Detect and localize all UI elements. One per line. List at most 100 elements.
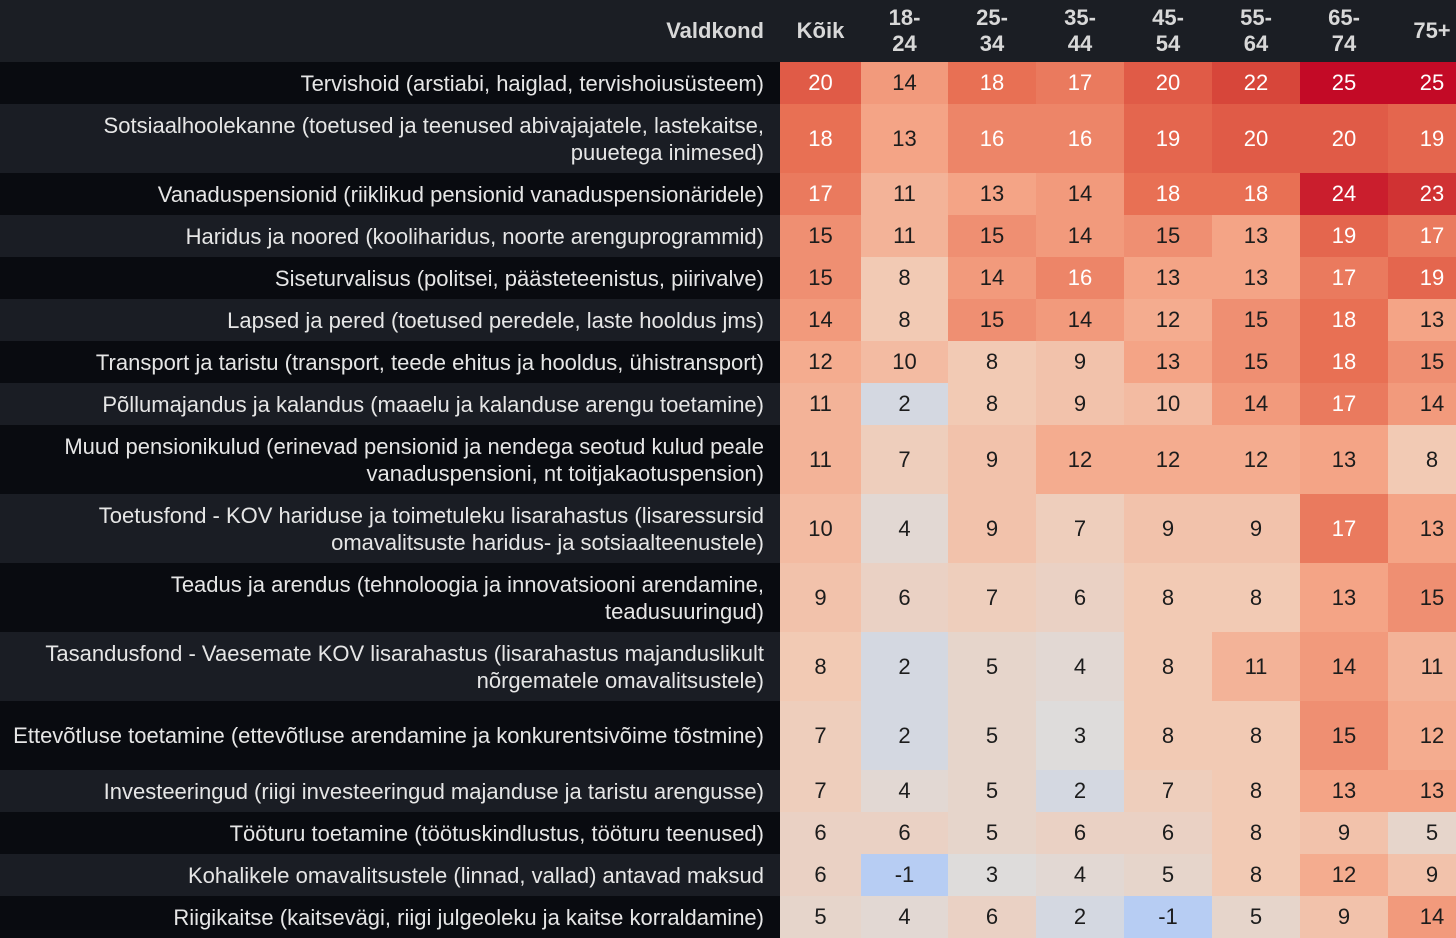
heatmap-cell: 6	[780, 812, 861, 854]
heatmap-cell: 9	[780, 563, 861, 632]
heatmap-cell: -1	[1124, 896, 1212, 938]
heatmap-cell: 6	[861, 812, 948, 854]
heatmap-cell: 6	[1124, 812, 1212, 854]
row-label: Põllumajandus ja kalandus (maaelu ja kal…	[0, 383, 780, 425]
heatmap-cell: 16	[1036, 104, 1124, 173]
row-label: Lapsed ja pered (toetused peredele, last…	[0, 299, 780, 341]
heatmap-cell: 19	[1388, 257, 1456, 299]
column-header: 45- 54	[1124, 0, 1212, 62]
heatmap-cell: 19	[1124, 104, 1212, 173]
heatmap-cell: 15	[1388, 341, 1456, 383]
heatmap-cell: 11	[861, 215, 948, 257]
heatmap-cell: 13	[1388, 494, 1456, 563]
heatmap-cell: 15	[1124, 215, 1212, 257]
heatmap-cell: 13	[1300, 425, 1388, 494]
heatmap-cell: 9	[1036, 341, 1124, 383]
heatmap-cell: 13	[1388, 299, 1456, 341]
heatmap-cell: 13	[1300, 770, 1388, 812]
heatmap-cell: 8	[1212, 770, 1300, 812]
heatmap-cell: 8	[1124, 632, 1212, 701]
heatmap-cell: 14	[1212, 383, 1300, 425]
heatmap-cell: 14	[1300, 632, 1388, 701]
heatmap-cell: 8	[861, 299, 948, 341]
heatmap-cell: 20	[780, 62, 861, 104]
heatmap-cell: 23	[1388, 173, 1456, 215]
heatmap-cell: 8	[948, 383, 1036, 425]
heatmap-cell: -1	[861, 854, 948, 896]
column-header: 18- 24	[861, 0, 948, 62]
heatmap-cell: 9	[1388, 854, 1456, 896]
heatmap-cell: 9	[948, 494, 1036, 563]
heatmap-cell: 14	[1036, 299, 1124, 341]
heatmap-cell: 6	[1036, 563, 1124, 632]
heatmap-cell: 25	[1388, 62, 1456, 104]
heatmap-cell: 12	[1124, 425, 1212, 494]
row-label: Kohalikele omavalitsustele (linnad, vall…	[0, 854, 780, 896]
heatmap-cell: 20	[1300, 104, 1388, 173]
heatmap-cell: 15	[780, 215, 861, 257]
heatmap-cell: 2	[1036, 896, 1124, 938]
heatmap-cell: 12	[1300, 854, 1388, 896]
heatmap-cell: 2	[861, 632, 948, 701]
heatmap-cell: 6	[1036, 812, 1124, 854]
heatmap-cell: 24	[1300, 173, 1388, 215]
heatmap-cell: 8	[780, 632, 861, 701]
column-header: Kõik	[780, 0, 861, 62]
heatmap-cell: 17	[1388, 215, 1456, 257]
heatmap-cell: 18	[948, 62, 1036, 104]
heatmap-cell: 12	[1212, 425, 1300, 494]
row-label: Investeeringud (riigi investeeringud maj…	[0, 770, 780, 812]
heatmap-cell: 5	[948, 632, 1036, 701]
heatmap-cell: 9	[1124, 494, 1212, 563]
row-header-label: Valdkond	[0, 0, 780, 62]
heatmap-cell: 13	[1212, 215, 1300, 257]
heatmap-cell: 15	[780, 257, 861, 299]
heatmap-cell: 7	[1036, 494, 1124, 563]
heatmap-cell: 12	[1036, 425, 1124, 494]
heatmap-cell: 15	[1212, 341, 1300, 383]
heatmap-cell: 16	[948, 104, 1036, 173]
heatmap-cell: 7	[1124, 770, 1212, 812]
heatmap-cell: 4	[861, 770, 948, 812]
heatmap-cell: 17	[1036, 62, 1124, 104]
heatmap-cell: 13	[1300, 563, 1388, 632]
heatmap-cell: 16	[1036, 257, 1124, 299]
heatmap-cell: 11	[780, 425, 861, 494]
heatmap-cell: 15	[948, 299, 1036, 341]
heatmap-cell: 17	[1300, 494, 1388, 563]
heatmap-cell: 11	[1388, 632, 1456, 701]
row-label: Muud pensionikulud (erinevad pensionid j…	[0, 425, 780, 494]
heatmap-cell: 6	[861, 563, 948, 632]
heatmap-cell: 13	[1124, 341, 1212, 383]
heatmap-cell: 6	[948, 896, 1036, 938]
heatmap-cell: 7	[861, 425, 948, 494]
heatmap-cell: 2	[861, 383, 948, 425]
column-header: 65- 74	[1300, 0, 1388, 62]
heatmap-cell: 4	[861, 896, 948, 938]
heatmap-cell: 10	[861, 341, 948, 383]
column-header: 35- 44	[1036, 0, 1124, 62]
heatmap-cell: 8	[1124, 701, 1212, 770]
heatmap-cell: 8	[1212, 701, 1300, 770]
heatmap-cell: 19	[1300, 215, 1388, 257]
heatmap-cell: 15	[1300, 701, 1388, 770]
heatmap-cell: 4	[1036, 632, 1124, 701]
heatmap-cell: 8	[1212, 812, 1300, 854]
row-label: Transport ja taristu (transport, teede e…	[0, 341, 780, 383]
heatmap-cell: 9	[1036, 383, 1124, 425]
heatmap-cell: 15	[948, 215, 1036, 257]
heatmap-cell: 5	[1388, 812, 1456, 854]
heatmap-cell: 13	[948, 173, 1036, 215]
row-label: Riigikaitse (kaitsevägi, riigi julgeolek…	[0, 896, 780, 938]
heatmap-cell: 22	[1212, 62, 1300, 104]
heatmap-cell: 4	[1036, 854, 1124, 896]
heatmap-cell: 8	[1124, 563, 1212, 632]
heatmap-cell: 10	[1124, 383, 1212, 425]
heatmap-cell: 18	[1212, 173, 1300, 215]
heatmap-cell: 3	[1036, 701, 1124, 770]
heatmap-cell: 25	[1300, 62, 1388, 104]
heatmap-cell: 7	[948, 563, 1036, 632]
heatmap-cell: 17	[780, 173, 861, 215]
heatmap-cell: 7	[780, 701, 861, 770]
heatmap-cell: 18	[1124, 173, 1212, 215]
